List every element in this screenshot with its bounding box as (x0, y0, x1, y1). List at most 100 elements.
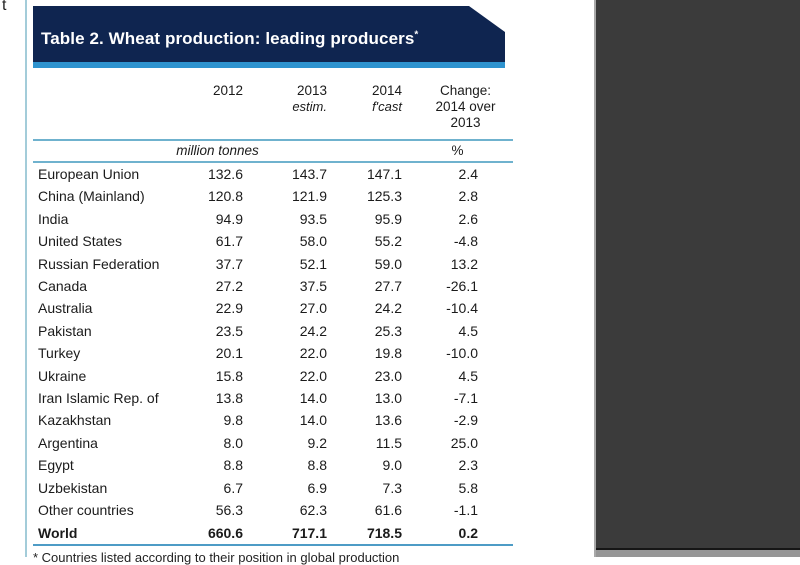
table-header-row: 2012 2013 estim. 2014 f'cast Change: 201… (33, 74, 513, 140)
value-2014-cell: 27.7 (374, 278, 402, 295)
document-page: Table 2. Wheat production: leading produ… (33, 6, 513, 565)
country-name-cell: Iran Islamic Rep. of (38, 390, 159, 407)
value-2013-cell: 37.5 (299, 278, 327, 295)
table-row: Russian Federation 37.7 52.1 59.0 13.2 (33, 253, 513, 275)
table-title-banner: Table 2. Wheat production: leading produ… (33, 6, 505, 62)
world-2013-cell: 717.1 (291, 524, 327, 541)
value-2012-cell: 8.0 (223, 434, 243, 451)
change-value-cell: 2.4 (458, 166, 478, 182)
estimate-label: estim. (292, 99, 327, 114)
change-value-cell: 4.5 (458, 367, 478, 384)
table-header: 2012 2013 estim. 2014 f'cast Change: 201… (33, 74, 513, 162)
value-2012-cell: 8.8 (223, 457, 243, 474)
value-2014-cell: 23.0 (374, 367, 402, 384)
table-row: European Union 132.6 143.7 147.1 2.4 (33, 162, 513, 185)
units-row: million tonnes % (33, 140, 513, 162)
value-2014-cell: 24.2 (374, 300, 402, 317)
change-value-cell: -1.1 (453, 502, 478, 519)
clipped-margin-text: t (2, 0, 7, 14)
value-2014-cell: 55.2 (374, 233, 402, 250)
value-2014-cell: 9.0 (382, 457, 402, 474)
change-value-cell: 5.8 (458, 479, 478, 496)
value-2014-cell: 25.3 (374, 322, 402, 339)
table-row: Kazakhstan 9.8 14.0 13.6 -2.9 (33, 409, 513, 431)
table-row: Argentina 8.0 9.2 11.5 25.0 (33, 432, 513, 454)
table-title: Table 2. Wheat production: leading produ… (41, 29, 418, 49)
value-2012-cell: 27.2 (215, 278, 243, 295)
value-2014-cell: 7.3 (382, 479, 402, 496)
value-2014-cell: 95.9 (374, 210, 402, 227)
table-row: Ukraine 15.8 22.0 23.0 4.5 (33, 365, 513, 387)
forecast-label: f'cast (372, 99, 402, 114)
country-name-cell: Argentina (38, 434, 98, 451)
column-header-2013: 2013 estim. (243, 74, 327, 140)
country-name-cell: Pakistan (38, 322, 92, 339)
table-row: India 94.9 93.5 95.9 2.6 (33, 208, 513, 230)
country-name-cell: United States (38, 233, 123, 250)
table-row: Other countries 56.3 62.3 61.6 -1.1 (33, 499, 513, 521)
change-value-cell: 2.8 (458, 188, 478, 205)
value-2013-cell: 14.0 (299, 412, 327, 429)
table-row: Pakistan 23.5 24.2 25.3 4.5 (33, 320, 513, 342)
value-2012-cell: 37.7 (215, 255, 243, 272)
country-name-cell: European Union (38, 166, 140, 182)
change-value-cell: 2.6 (458, 210, 478, 227)
value-2013-cell: 27.0 (299, 300, 327, 317)
column-header-change: Change: 2014 over 2013 (402, 74, 513, 140)
country-column-header (33, 74, 183, 140)
value-2013-cell: 24.2 (299, 322, 327, 339)
value-2012-cell: 61.7 (215, 233, 243, 250)
change-value-cell: 25.0 (450, 434, 478, 451)
value-2012-cell: 23.5 (215, 322, 243, 339)
value-2014-cell: 13.6 (374, 412, 402, 429)
value-2013-cell: 22.0 (299, 367, 327, 384)
value-2013-cell: 8.8 (307, 457, 327, 474)
table-row: Turkey 20.1 22.0 19.8 -10.0 (33, 342, 513, 364)
value-2013-cell: 58.0 (299, 233, 327, 250)
value-2012-cell: 56.3 (215, 502, 243, 519)
table-row: China (Mainland) 120.8 121.9 125.3 2.8 (33, 185, 513, 207)
value-2013-cell: 9.2 (307, 434, 327, 451)
viewer-bottom-edge (596, 548, 800, 557)
value-2012-cell: 132.6 (207, 166, 243, 182)
year-2014-label: 2014 (371, 83, 402, 98)
change-label-line2: 2014 over (435, 99, 496, 114)
year-2013-label: 2013 (296, 83, 327, 98)
value-2012-cell: 13.8 (215, 390, 243, 407)
change-label-line3: 2013 (450, 115, 481, 130)
table-row: Australia 22.9 27.0 24.2 -10.4 (33, 297, 513, 319)
value-2012-cell: 9.8 (223, 412, 243, 429)
value-2012-cell: 20.1 (215, 345, 243, 362)
value-2013-cell: 93.5 (299, 210, 327, 227)
value-2012-cell: 15.8 (215, 367, 243, 384)
value-2012-cell: 120.8 (207, 188, 243, 205)
units-label: million tonnes (176, 143, 259, 158)
left-margin-rule (25, 0, 27, 557)
value-2014-cell: 59.0 (374, 255, 402, 272)
table-row: Canada 27.2 37.5 27.7 -26.1 (33, 275, 513, 297)
value-2012-cell: 6.7 (223, 479, 243, 496)
table-row: Iran Islamic Rep. of 13.8 14.0 13.0 -7.1 (33, 387, 513, 409)
value-2013-cell: 62.3 (299, 502, 327, 519)
value-2012-cell: 94.9 (215, 210, 243, 227)
change-value-cell: 2.3 (458, 457, 478, 474)
country-name-cell: Uzbekistan (38, 479, 108, 496)
country-name-cell: Ukraine (38, 367, 87, 384)
wheat-production-table: 2012 2013 estim. 2014 f'cast Change: 201… (33, 74, 513, 546)
percent-label: % (451, 143, 464, 158)
country-name-cell: China (Mainland) (38, 188, 145, 205)
table-title-asterisk: * (414, 29, 419, 41)
country-name-cell: Turkey (38, 345, 81, 362)
change-value-cell: -10.0 (446, 345, 478, 362)
column-header-2014: 2014 f'cast (327, 74, 402, 140)
table-title-text: Table 2. Wheat production: leading produ… (41, 29, 415, 48)
table-body: European Union 132.6 143.7 147.1 2.4 Chi… (33, 162, 513, 522)
viewer-background-panel (594, 0, 800, 557)
change-label-line1: Change: (439, 83, 492, 98)
value-2014-cell: 13.0 (374, 390, 402, 407)
value-2013-cell: 143.7 (291, 166, 327, 182)
country-name-cell: India (38, 210, 69, 227)
change-value-cell: 4.5 (458, 322, 478, 339)
change-value-cell: -7.1 (453, 390, 478, 407)
world-2012-cell: 660.6 (207, 524, 243, 541)
